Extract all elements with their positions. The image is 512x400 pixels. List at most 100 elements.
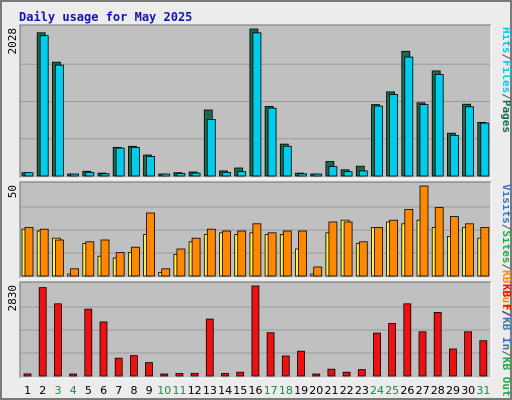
- bar-files-day-10: [161, 173, 171, 177]
- legend-entry: KB Out: [500, 357, 512, 397]
- bar-files-day-17: [267, 107, 277, 177]
- x-tick-label-day-24: 24: [370, 384, 384, 397]
- bar-files-day-8: [130, 146, 140, 177]
- bar-sites-day-18: [282, 230, 292, 277]
- bar-kb-f-day-9: [145, 362, 153, 377]
- legend-entry: /: [500, 264, 512, 271]
- bar-sites-day-6: [100, 239, 110, 277]
- bar-kb-f-day-15: [236, 371, 245, 377]
- legend-middle: Visits/Sites/KB Out/KB In: [500, 184, 512, 350]
- bar-kb-f-day-4: [69, 373, 77, 377]
- legend-entry: KB Out: [500, 270, 512, 310]
- bar-sites-day-13: [206, 228, 216, 277]
- legend-entry: /: [500, 54, 512, 61]
- legend-entry: /: [500, 224, 512, 231]
- bar-sites-day-17: [267, 232, 277, 277]
- bar-kb-f-day-19: [297, 350, 305, 377]
- bar-sites-day-19: [298, 230, 307, 277]
- bar-kb-f-day-27: [418, 331, 427, 377]
- panel-middle-shadow: [19, 181, 491, 278]
- legend-entry: /: [500, 93, 512, 100]
- legend-entry: /: [500, 350, 512, 357]
- x-tick-label-day-25: 25: [385, 384, 399, 397]
- x-tick-label-day-29: 29: [446, 384, 460, 397]
- bar-kb-f-day-6: [99, 321, 108, 377]
- bar-kb-f-day-22: [342, 371, 351, 377]
- legend-entry: KB F: [500, 284, 512, 311]
- x-tick-label-day-20: 20: [309, 384, 323, 397]
- x-tick-label-day-3: 3: [55, 384, 62, 397]
- max-label-bottom: 2830: [6, 285, 19, 312]
- legend-entry: /: [500, 310, 512, 317]
- bar-sites-day-4: [70, 268, 79, 277]
- bar-files-day-4: [70, 173, 79, 177]
- bar-kb-f-day-3: [54, 303, 62, 377]
- bar-kb-f-day-11: [175, 373, 184, 377]
- panel-top-shadow: [19, 24, 491, 178]
- bar-kb-f-day-12: [190, 372, 199, 377]
- x-tick-label-day-17: 17: [264, 384, 278, 397]
- bar-kb-f-day-16: [251, 285, 260, 377]
- x-tick-label-day-21: 21: [325, 384, 339, 397]
- x-tick-label-day-7: 7: [115, 384, 122, 397]
- bar-files-day-22: [343, 171, 353, 177]
- bar-files-day-18: [282, 145, 292, 177]
- x-tick-label-day-23: 23: [355, 384, 369, 397]
- bar-files-day-19: [298, 173, 307, 177]
- x-tick-label-day-13: 13: [203, 384, 217, 397]
- bar-kb-f-day-26: [403, 303, 412, 377]
- x-tick-label-day-12: 12: [188, 384, 202, 397]
- bar-files-day-12: [191, 172, 201, 177]
- x-tick-label-day-14: 14: [218, 384, 232, 397]
- bar-files-day-21: [328, 166, 338, 177]
- legend-entry: /: [500, 311, 512, 318]
- bar-sites-day-7: [115, 252, 125, 277]
- bar-sites-day-27: [419, 185, 429, 277]
- x-tick-label-day-8: 8: [131, 384, 138, 397]
- legend-entry: Hits: [500, 27, 512, 54]
- bar-files-day-23: [358, 170, 368, 177]
- bar-sites-day-1: [24, 226, 34, 277]
- bar-kb-f-day-21: [327, 368, 336, 377]
- bar-sites-day-10: [161, 268, 171, 277]
- x-tick-label-day-11: 11: [173, 384, 187, 397]
- x-tick-label-day-27: 27: [416, 384, 430, 397]
- bar-kb-f-day-2: [38, 287, 47, 377]
- bar-files-day-24: [374, 105, 383, 177]
- x-tick-label-day-26: 26: [400, 384, 414, 397]
- panel-top-highlight: [20, 25, 492, 179]
- bar-sites-day-16: [252, 223, 262, 277]
- bar-files-day-31: [480, 122, 490, 177]
- x-tick-label-day-30: 30: [461, 384, 475, 397]
- bar-sites-day-22: [343, 221, 353, 277]
- x-tick-label-day-4: 4: [70, 384, 77, 397]
- x-tick-label-day-2: 2: [39, 384, 46, 397]
- legend-entry: KB In: [500, 317, 512, 350]
- x-tick-label-day-31: 31: [476, 384, 490, 397]
- bar-sites-day-2: [39, 228, 49, 277]
- bar-kb-f-day-28: [433, 311, 442, 377]
- legend-entry: KB In: [500, 317, 512, 350]
- bar-sites-day-3: [55, 239, 64, 277]
- bar-sites-day-15: [237, 230, 247, 277]
- chart-title: Daily usage for May 2025: [19, 10, 193, 24]
- bar-files-day-5: [85, 171, 95, 177]
- x-tick-label-day-22: 22: [340, 384, 354, 397]
- bar-sites-day-29: [449, 216, 459, 277]
- x-tick-label-day-6: 6: [100, 384, 107, 397]
- legend-top: Hits/Files/Pages: [500, 27, 512, 133]
- bar-kb-f-day-17: [266, 332, 275, 377]
- panel-bottom-shadow: [19, 281, 491, 378]
- x-tick-label-day-10: 10: [157, 384, 171, 397]
- bar-sites-day-30: [465, 223, 475, 277]
- bar-sites-day-21: [328, 221, 338, 277]
- bar-kb-f-day-7: [114, 357, 123, 377]
- bar-sites-day-28: [434, 207, 444, 277]
- bar-files-day-26: [404, 56, 414, 177]
- max-label-top: 2028: [6, 28, 19, 55]
- bar-kb-f-day-8: [129, 355, 138, 377]
- bar-sites-day-12: [191, 237, 201, 277]
- legend-entry: Files: [500, 60, 512, 93]
- bar-files-day-13: [206, 119, 216, 177]
